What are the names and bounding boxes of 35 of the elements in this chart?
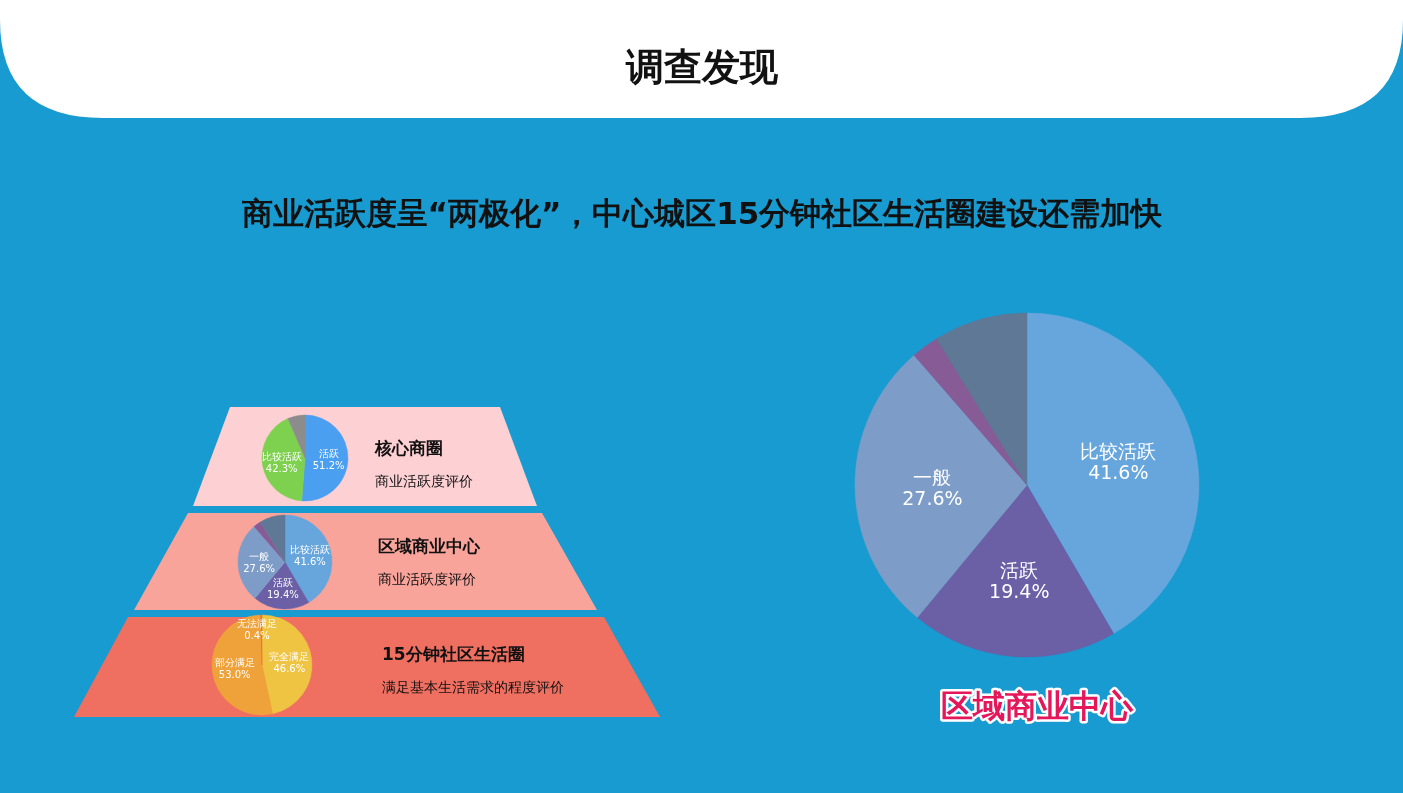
text: 调查发现 [625,45,779,89]
data-label: 42.3% [265,462,298,474]
data-label: 0.4% [244,630,270,641]
text: 区域商业中心 [941,687,1134,725]
pie-slice [913,338,1028,486]
text: 核心商圈 [374,438,443,458]
text: 区域商业中心 [378,536,481,556]
slice-label: 活跃 [318,447,339,459]
data-label: 19.4% [267,588,299,600]
pie-slice [260,514,286,563]
slice-label: 完全满足 [269,651,310,663]
data-label: 41.6% [294,556,326,568]
slice-label: 活跃 [1000,559,1039,582]
pie-slice [301,414,349,502]
data-label: 53.0% [218,669,251,681]
text: 商业活跃度呈“两极化”，中心城区15分钟社区生活圈建设还需加快 [241,195,1164,231]
slice-label: 部分满足 [214,657,255,669]
slice-label: 一般 [249,551,270,563]
slice-label: 无法满足 [237,618,277,629]
data-label: 46.6% [273,663,306,675]
slice-label: 比较活跃 [289,544,330,556]
data-label: 41.6% [1088,461,1149,484]
data-label: 19.4% [989,580,1050,603]
slice-label: 一般 [913,466,952,489]
data-label: 51.2% [312,459,345,471]
slice-label: 比较活跃 [1080,440,1157,463]
data-label: 27.6% [902,487,963,510]
pie-slice [253,521,286,563]
slice-label: 比较活跃 [261,450,302,462]
slice-label: 活跃 [272,576,293,588]
text: 商业活跃度评价 [375,473,473,489]
text: 15分钟社区生活圈 [382,644,525,664]
text: 满足基本生活需求的程度评价 [382,679,564,695]
data-label: 27.6% [243,563,276,575]
text: 商业活跃度评价 [378,571,476,587]
